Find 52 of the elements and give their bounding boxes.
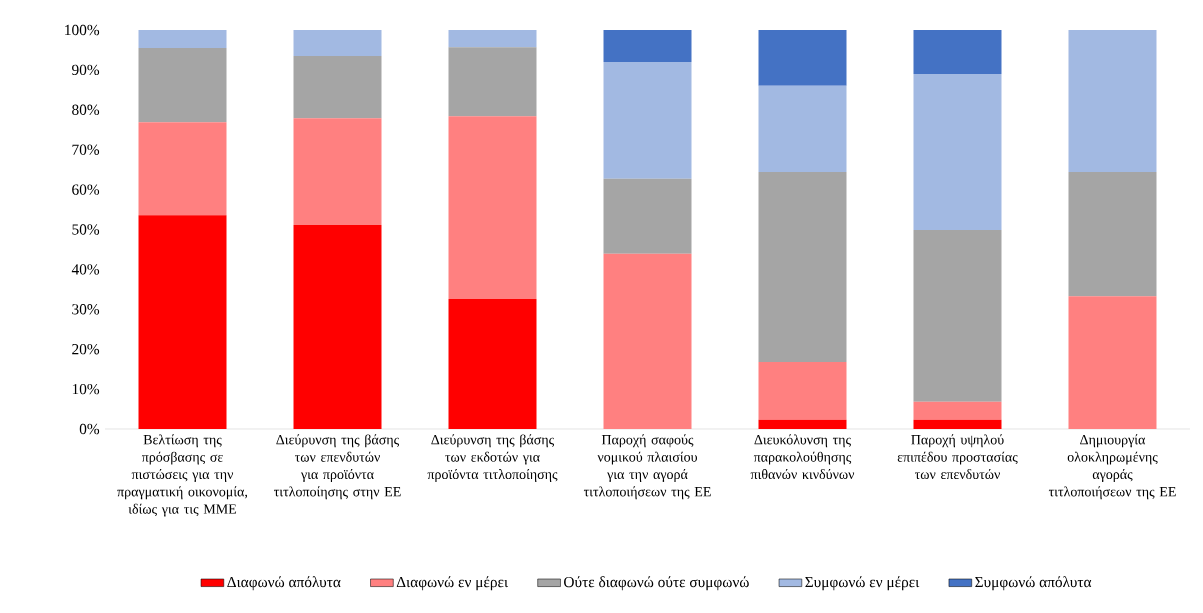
x-tick-label: Διεύρυνση της βάσης των εκδοτών για προϊόντα τιτλοποίησης bbox=[427, 434, 558, 482]
legend-label: Συμφωνώ εν μέρει bbox=[805, 576, 920, 591]
bar bbox=[913, 229, 1002, 402]
y-tick-label: 40% bbox=[71, 264, 100, 275]
bar bbox=[448, 298, 537, 429]
y-tick-label: 0% bbox=[79, 423, 100, 435]
bar bbox=[758, 30, 847, 86]
bar bbox=[913, 419, 1002, 429]
bar bbox=[448, 116, 537, 299]
y-tick-label: 80% bbox=[72, 104, 100, 115]
legend-label: Διαφωνώ εν μέρει bbox=[396, 576, 509, 591]
x-tick-label: Δημιουργία ολοκληρωμένης αγοράς τιτλοποιήσεων της ΕΕ bbox=[1048, 434, 1176, 500]
x-tick-label: Διευκόλυνση της παρακολούθησης πιθανών κινδύνων bbox=[750, 434, 855, 480]
bar bbox=[1068, 172, 1157, 297]
bar bbox=[293, 30, 382, 56]
y-tick-label: 50% bbox=[72, 224, 100, 235]
y-tick-label: 10% bbox=[72, 383, 100, 395]
bar bbox=[1068, 30, 1157, 173]
bar bbox=[293, 55, 382, 119]
y-tick-label: 20% bbox=[72, 344, 100, 355]
bar bbox=[448, 30, 537, 48]
bar bbox=[758, 361, 847, 420]
bar bbox=[603, 253, 692, 429]
y-tick-label: 70% bbox=[72, 144, 100, 155]
y-tick-label: 90% bbox=[72, 64, 100, 76]
bar bbox=[293, 225, 382, 429]
bar bbox=[138, 47, 227, 123]
x-tick-label: Διεύρυνση της βάσης των επενδυτών για προϊόντα τιτλοποίησης στην ΕΕ bbox=[274, 434, 401, 500]
bar bbox=[913, 401, 1002, 420]
bar bbox=[603, 178, 692, 254]
y-tick-label: 100% bbox=[65, 24, 100, 36]
bar bbox=[758, 419, 847, 429]
bar bbox=[1068, 296, 1157, 429]
legend-label: Ούτε διαφωνώ ούτε συμφωνώ bbox=[564, 576, 749, 591]
y-tick-label: 30% bbox=[72, 304, 100, 315]
bar bbox=[603, 30, 692, 62]
bar bbox=[913, 73, 1002, 230]
bar bbox=[758, 172, 847, 362]
bar bbox=[293, 118, 382, 226]
bar bbox=[758, 85, 847, 173]
bar bbox=[913, 30, 1002, 74]
bar bbox=[603, 61, 692, 179]
bar bbox=[138, 215, 227, 429]
legend-label: Συμφωνώ απόλυτα bbox=[975, 576, 1092, 591]
x-tick-label: Παροχή σαφούς νομικού πλαισίου για την αγορά τιτλοποιήσεων της ΕΕ bbox=[583, 434, 711, 500]
x-tick-label: Παροχή υψηλού επιπέδου προστασίας των επενδυτών bbox=[897, 434, 1018, 480]
x-tick-label: Βελτίωση της πρόσβασης σε πιστώσεις για την πραγματική οικονομία, ιδίως για τις ΜΜΕ bbox=[117, 434, 248, 517]
bar bbox=[448, 47, 537, 117]
bar bbox=[138, 122, 227, 216]
legend-label: Διαφωνώ απόλυτα bbox=[227, 576, 341, 591]
bar bbox=[138, 30, 227, 48]
y-tick-label: 60% bbox=[72, 184, 100, 195]
